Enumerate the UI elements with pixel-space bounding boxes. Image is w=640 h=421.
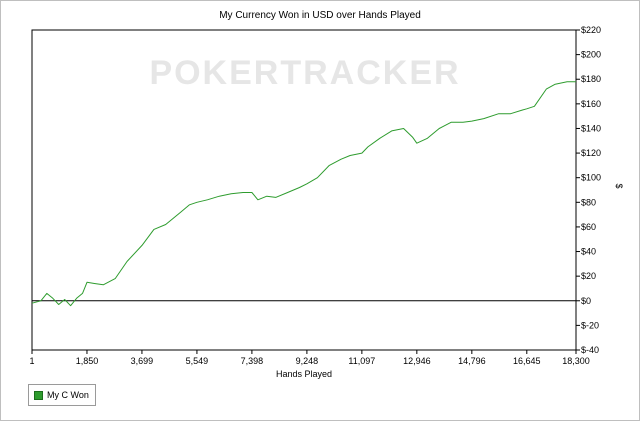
y-tick-label: $60: [581, 222, 596, 232]
y-tick-label: $40: [581, 247, 596, 257]
x-tick-label: 7,398: [241, 356, 264, 366]
series-group: [31, 81, 576, 307]
y-tick-label: $140: [581, 123, 601, 133]
y-axis-label: $: [614, 183, 624, 188]
chart-title: My Currency Won in USD over Hands Played: [219, 10, 421, 21]
legend: My C Won: [28, 384, 96, 406]
x-tick-label: 11,097: [348, 356, 375, 366]
plot-area: [31, 29, 577, 351]
series-line: [31, 81, 576, 307]
x-tick-label: 5,549: [186, 356, 209, 366]
y-tick-label: $-20: [581, 320, 599, 330]
y-tick-label: $-40: [581, 345, 599, 355]
x-tick-label: 1,850: [76, 356, 99, 366]
y-tick-label: $20: [581, 271, 596, 281]
y-tick-label: $160: [581, 99, 601, 109]
y-tick-label: $120: [581, 148, 601, 158]
x-tick-label: 14,796: [458, 356, 486, 366]
y-tick-label: $100: [581, 173, 601, 183]
y-tick-label: $180: [581, 74, 601, 84]
y-tick-label: $80: [581, 197, 596, 207]
axes-group: $220 $200 $180 $160 $140 $120 $100 $80 $60 $40 $20…: [29, 25, 601, 366]
y-tick-label: $200: [581, 50, 601, 60]
legend-swatch: [34, 390, 43, 400]
x-tick-label: 12,946: [403, 356, 431, 366]
x-tick-label: 16,645: [513, 356, 541, 366]
x-tick-label: 1: [29, 356, 34, 366]
x-tick-label: 3,699: [131, 356, 154, 366]
legend-label: My C Won: [47, 390, 89, 400]
y-tick-label: $220: [581, 25, 601, 35]
x-tick-label: 18,300: [562, 356, 590, 366]
x-tick-label: 9,248: [296, 356, 319, 366]
x-axis-label: Hands Played: [276, 369, 332, 379]
y-tick-label: $0: [581, 296, 591, 306]
watermark-text: POKERTRACKER: [149, 54, 460, 92]
